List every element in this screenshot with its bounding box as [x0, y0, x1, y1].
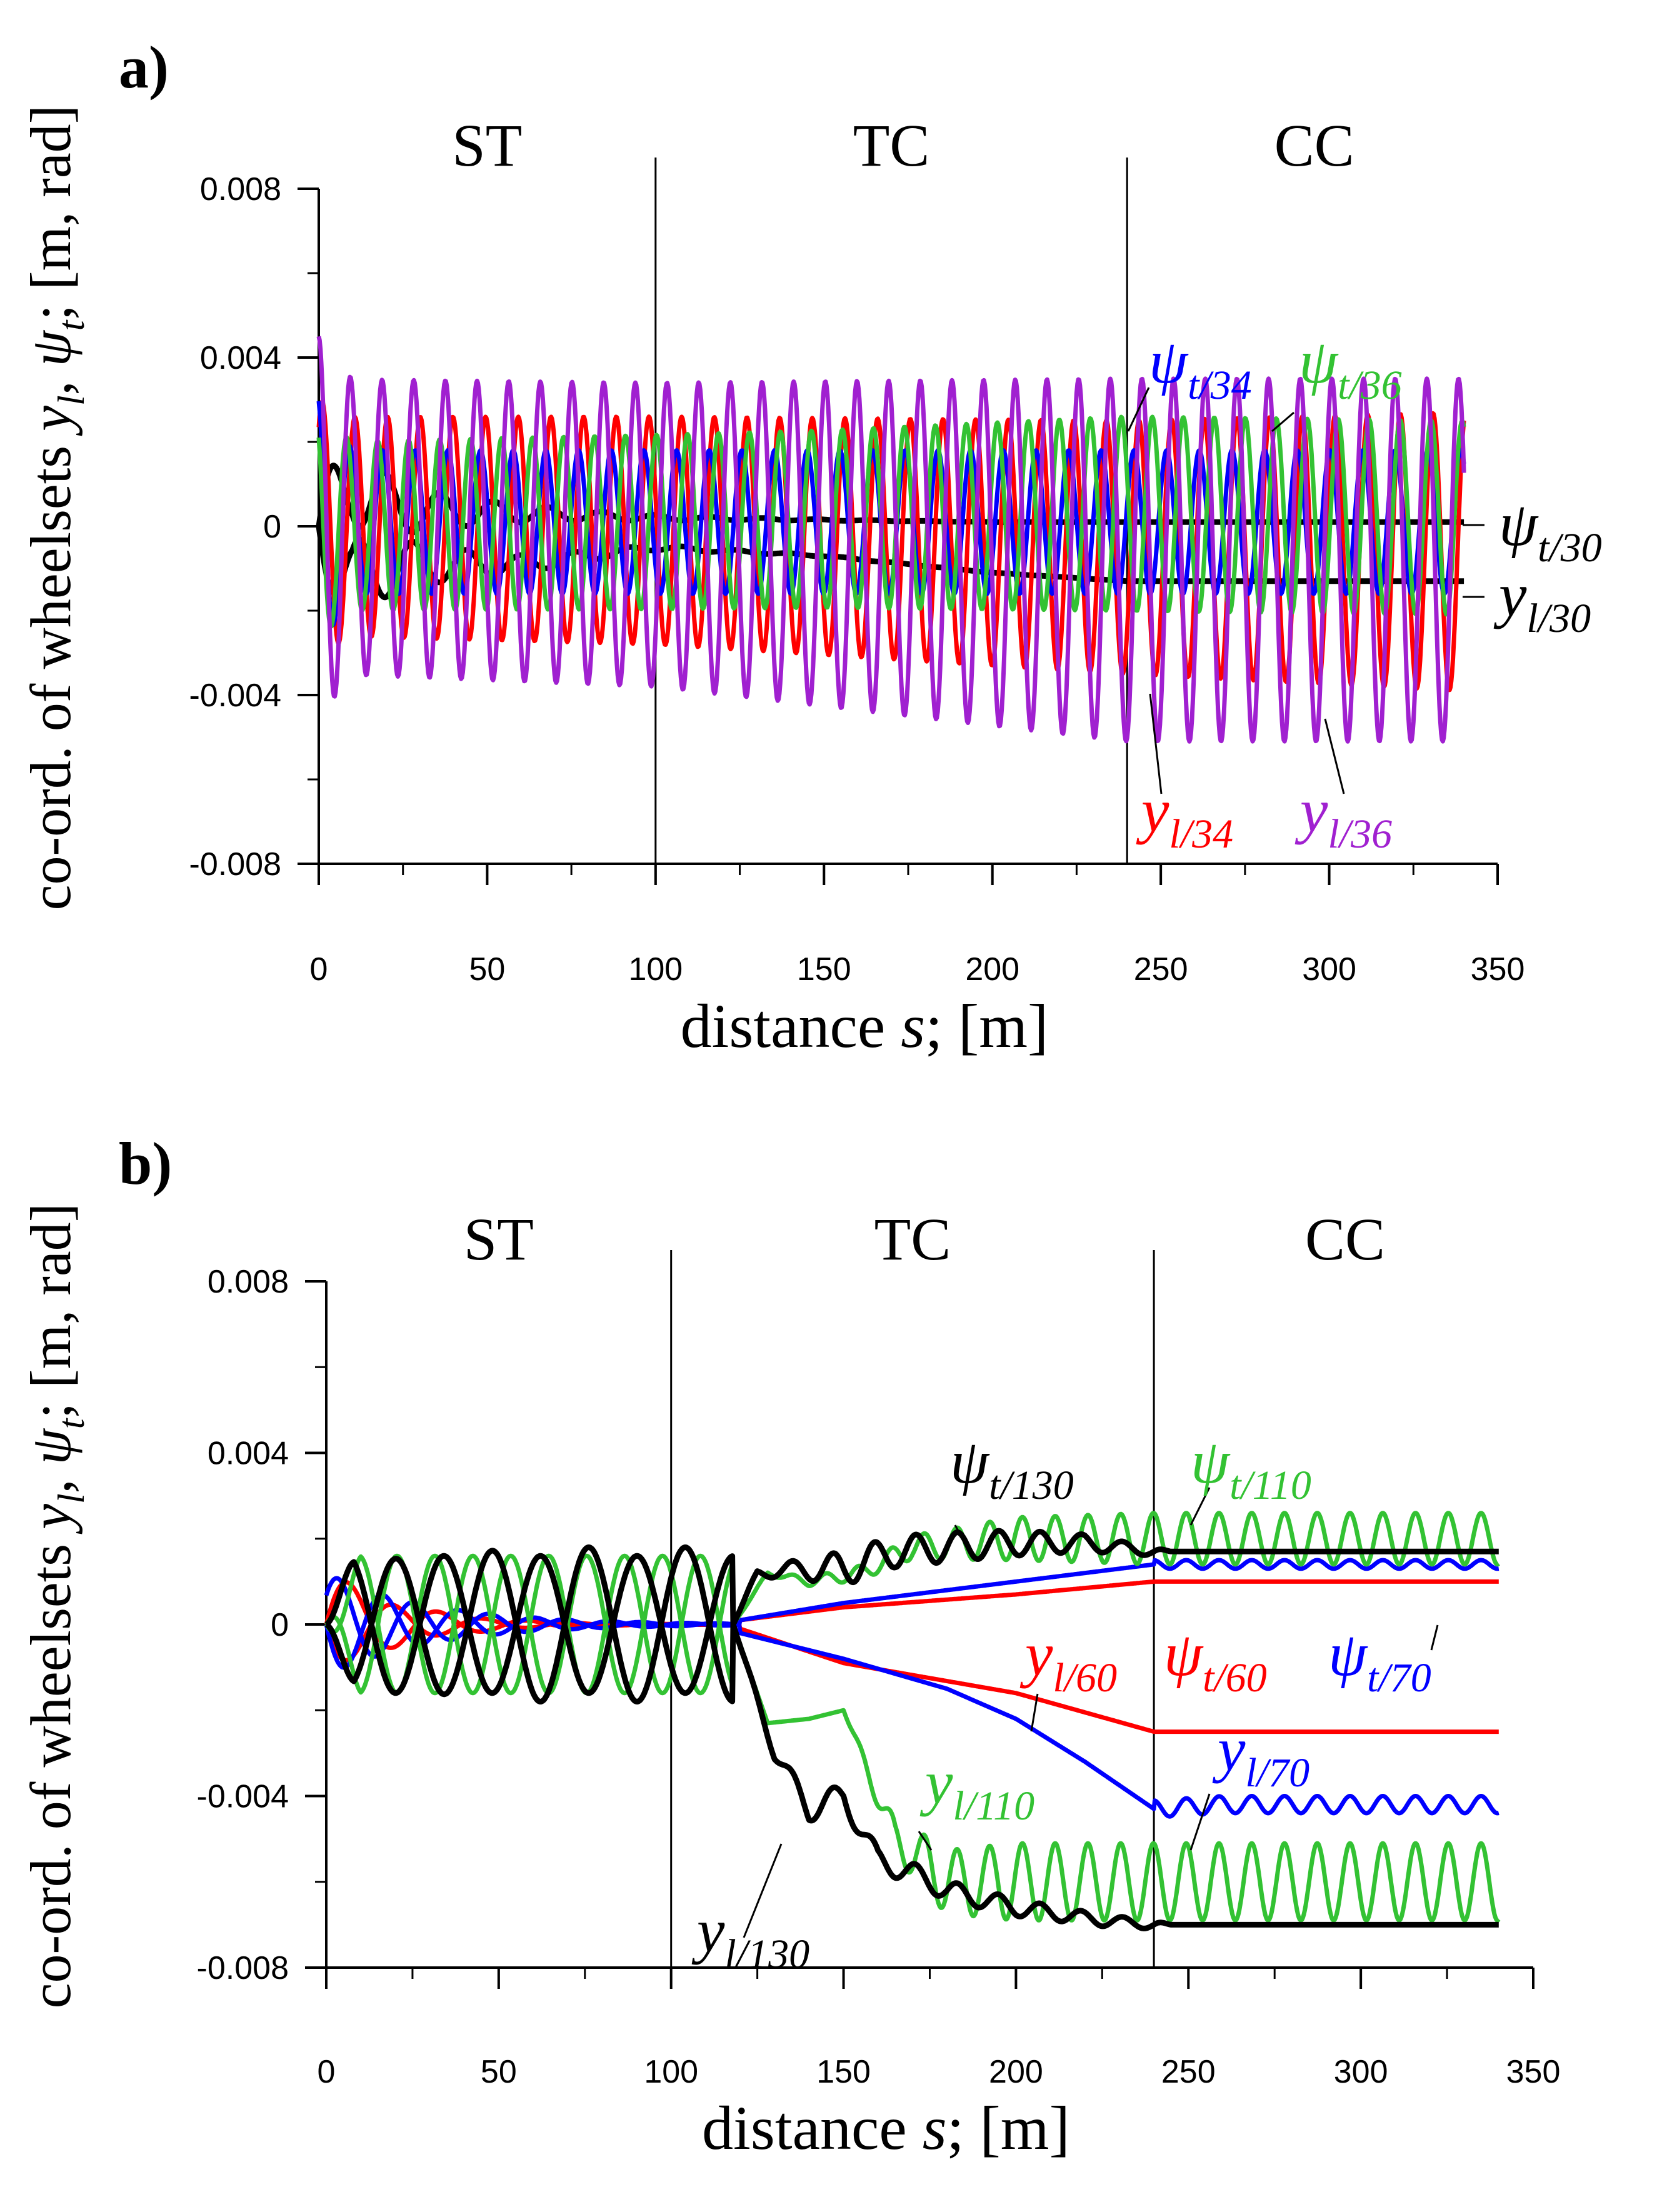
panel-b: b) 0 50 100 150 200 250 300 350 0.008 0.004 0 -0.004… [19, 1130, 1560, 2163]
series-line-ψt-110 [324, 1511, 1500, 1696]
section-label: TC [853, 112, 930, 179]
y-tick-label: -0.004 [197, 1779, 289, 1815]
series-line-ψt-70 [324, 1558, 1500, 1659]
leader-line [1030, 1693, 1039, 1732]
series-label-ψt-60: ψt/60 [1164, 1619, 1267, 1701]
x-tick-label: 250 [1134, 951, 1188, 988]
series-line-yl-70 [324, 1592, 1500, 1819]
x-tick-label: 50 [481, 2054, 517, 2090]
x-axis-label: distance s; [m] [702, 2093, 1070, 2163]
series-label-ψt-34: ψt/34 [1149, 327, 1252, 408]
leader-line [1271, 411, 1294, 433]
leader-line [1189, 1793, 1211, 1851]
x-tick-label: 200 [965, 951, 1019, 988]
series-line-yl-36 [316, 336, 1466, 744]
series-label-yl-30: yl/30 [1493, 560, 1591, 641]
series-label-yl-34: yl/34 [1136, 776, 1233, 857]
series-line-ψt-60 [324, 1579, 1500, 1663]
series-label-ψt-30: ψt/30 [1499, 489, 1602, 571]
series-label-yl-70: yl/70 [1212, 1714, 1309, 1796]
y-axis-label: co-ord. of wheelsets yl, ψt; [m, rad] [19, 1203, 92, 2009]
leader-line [1149, 693, 1163, 794]
series-label-yl-60: yl/60 [1019, 1619, 1117, 1701]
series-line-yl-130 [324, 1544, 1501, 1931]
leader-line [954, 1524, 970, 1551]
series-label-ψt-36: ψt/36 [1299, 327, 1402, 408]
y-tick-label: 0.008 [200, 171, 281, 208]
panel-label: a) [119, 34, 169, 101]
x-axis-label: distance s; [m] [681, 991, 1049, 1061]
leader-line [743, 1843, 783, 1938]
x-tick-label: 150 [816, 2054, 871, 2090]
section-label: ST [464, 1206, 534, 1273]
series-label-yl-110: yl/110 [919, 1748, 1034, 1829]
series-line-yl-110 [324, 1553, 1501, 1923]
y-tick-label: -0.004 [189, 678, 281, 714]
y-tick-label: 0 [271, 1607, 289, 1643]
series-label-yl-36: yl/36 [1294, 776, 1392, 857]
x-tick-label: 0 [318, 2054, 336, 2090]
y-tick-label: 0.008 [208, 1264, 289, 1300]
x-tick-label: 350 [1471, 951, 1525, 988]
leader-line [1430, 1624, 1439, 1651]
x-tick-label: 350 [1506, 2054, 1561, 2090]
y-tick-label: 0.004 [208, 1436, 289, 1472]
leader-line [1324, 718, 1345, 794]
x-tick-label: 300 [1334, 2054, 1388, 2090]
x-tick-label: 0 [310, 951, 328, 988]
section-label: CC [1305, 1206, 1385, 1273]
x-tick-label: 100 [628, 951, 683, 988]
section-label: ST [452, 112, 522, 179]
series-label-ψt-110: ψt/110 [1191, 1427, 1311, 1508]
x-tick-label: 50 [469, 951, 506, 988]
y-tick-label: 0 [263, 509, 281, 545]
y-tick-label: -0.008 [189, 846, 281, 883]
y-axis-label: co-ord. of wheelsets yl, ψt; [m, rad] [19, 105, 92, 911]
x-tick-label: 300 [1302, 951, 1356, 988]
series-label-ψt-70: ψt/70 [1328, 1619, 1431, 1701]
x-tick-label: 200 [989, 2054, 1043, 2090]
y-tick-label: -0.008 [197, 1950, 289, 1986]
panel-a: a) 0 50 100 150 200 250 300 350 0.008 0.004 0 -0.004… [19, 34, 1602, 1061]
series-label-yl-130: yl/130 [691, 1896, 809, 1977]
x-tick-label: 250 [1161, 2054, 1216, 2090]
section-label: CC [1274, 112, 1354, 179]
x-tick-label: 150 [797, 951, 851, 988]
y-tick-label: 0.004 [200, 340, 281, 376]
leader-line [918, 1831, 933, 1851]
series-label-ψt-130: ψt/130 [950, 1427, 1074, 1508]
leader-line [1127, 387, 1150, 432]
leader-line [1189, 1487, 1211, 1526]
series-line-ψt-130 [324, 1528, 1501, 1696]
panel-label: b) [119, 1130, 172, 1197]
section-label: TC [874, 1206, 951, 1273]
x-tick-label: 100 [644, 2054, 698, 2090]
